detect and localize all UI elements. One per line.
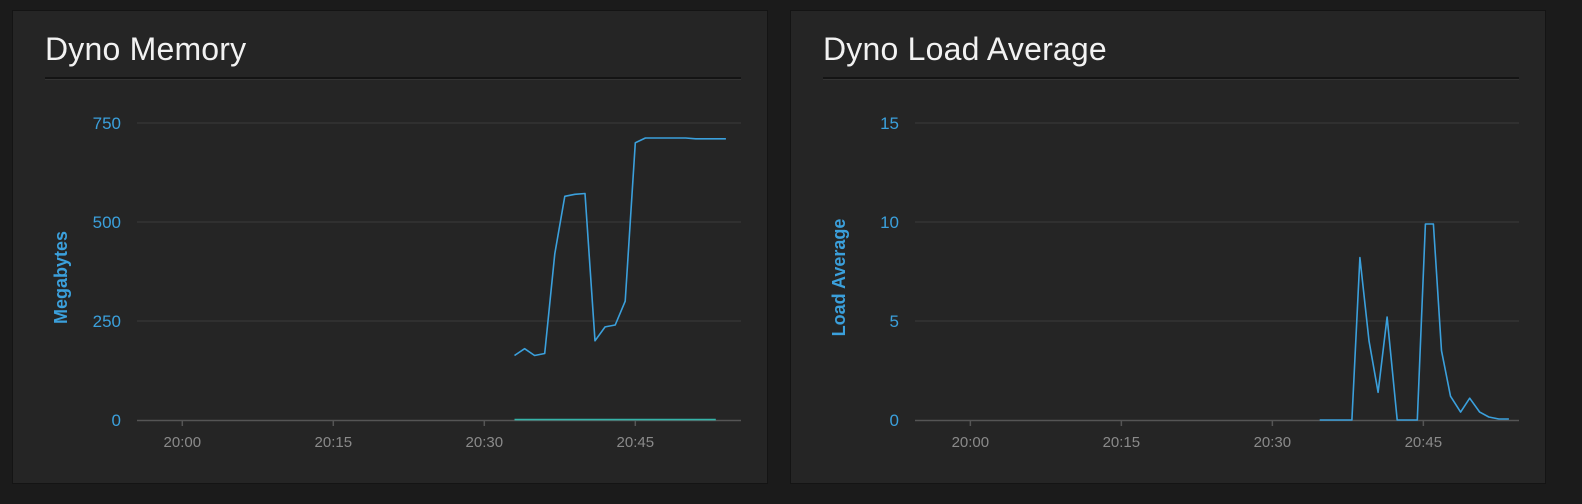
x-tick-label: 20:15 <box>1103 434 1141 451</box>
y-tick-label: 15 <box>880 114 899 133</box>
y-tick-label: 250 <box>93 312 121 331</box>
x-tick-label: 20:30 <box>466 434 504 451</box>
load-average-chart: 0 5 10 15 20:00 20:15 20:30 20:45 Load Average <box>829 114 1519 451</box>
memory-chart: 0 250 500 750 20:00 20:15 20:30 20:45 Megabytes <box>51 114 741 451</box>
y-tick-label: 0 <box>890 411 899 430</box>
x-tick-label: 20:30 <box>1254 434 1292 451</box>
y-tick-label: 5 <box>890 312 899 331</box>
x-tick-label: 20:00 <box>952 434 990 451</box>
y-tick-label: 500 <box>93 213 121 232</box>
x-tick-label: 20:45 <box>617 434 655 451</box>
series-line <box>514 137 726 357</box>
title-divider <box>823 77 1519 80</box>
series-line <box>1319 223 1509 421</box>
y-tick-label: 10 <box>880 213 899 232</box>
y-axis-label: Megabytes <box>51 231 71 324</box>
load-average-panel: Dyno Load Average 0 5 10 15 20:00 20:15 20:30 2… <box>790 10 1546 484</box>
memory-panel: Dyno Memory 0 250 500 750 20:00 20:15 20:30 20:… <box>12 10 768 484</box>
x-tick-label: 20:15 <box>315 434 353 451</box>
panel-title: Dyno Memory <box>45 31 247 67</box>
x-tick-label: 20:45 <box>1405 434 1443 451</box>
title-divider <box>45 77 741 80</box>
x-tick-label: 20:00 <box>164 434 202 451</box>
y-tick-label: 0 <box>112 411 121 430</box>
panel-title: Dyno Load Average <box>823 31 1107 67</box>
y-tick-label: 750 <box>93 114 121 133</box>
y-axis-label: Load Average <box>829 219 849 337</box>
